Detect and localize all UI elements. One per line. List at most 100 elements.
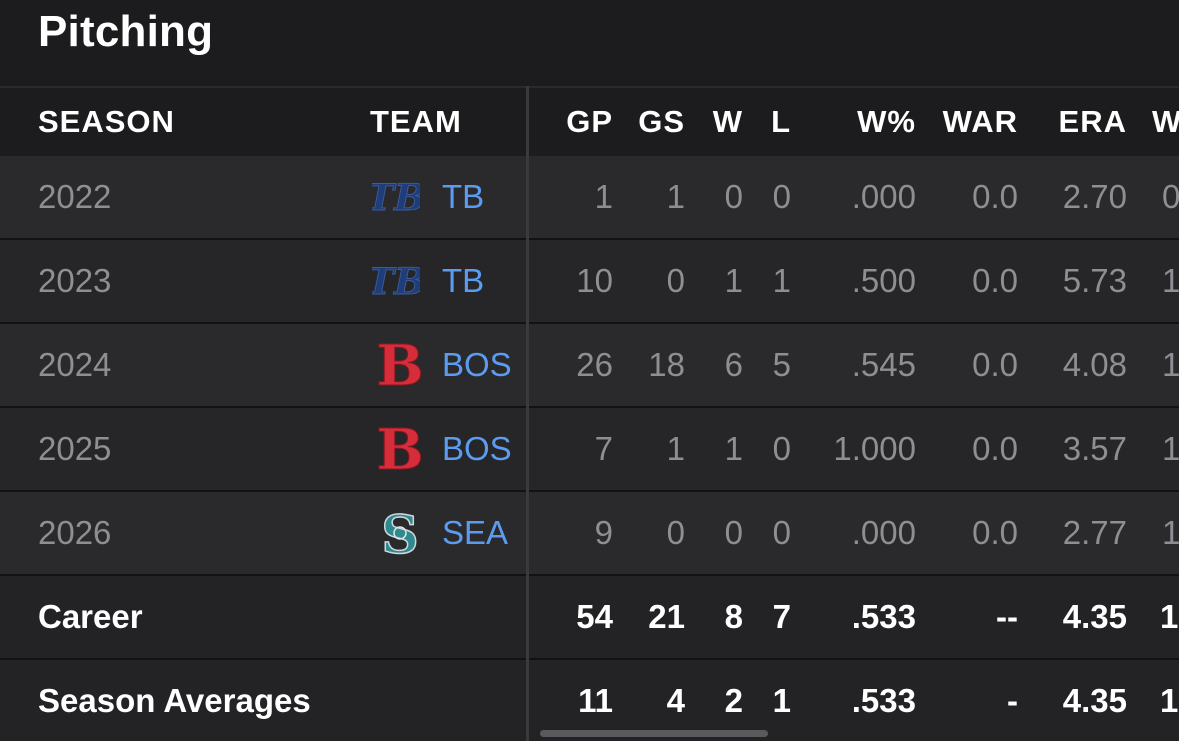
col-header-l[interactable]: L — [771, 104, 791, 139]
team-link[interactable]: SEA — [442, 514, 509, 551]
w-cell: 6 — [724, 346, 743, 383]
career-row: Career 54 21 8 7 .533 -- 4.35 1 — [0, 576, 1179, 660]
w-cell: 2 — [724, 682, 743, 719]
l-cell: 1 — [772, 262, 791, 299]
wpct-cell: .500 — [851, 262, 916, 299]
gp-cell: 1 — [594, 178, 613, 215]
svg-text:S: S — [381, 505, 419, 563]
era-cell: 3.57 — [1062, 430, 1127, 467]
season-cell: 2023 — [38, 262, 112, 299]
team-link[interactable]: BOS — [442, 430, 512, 467]
wpct-cell: .533 — [851, 598, 916, 635]
col-header-war[interactable]: WAR — [942, 104, 1018, 139]
team-link[interactable]: TB — [442, 262, 485, 299]
svg-text:TB: TB — [372, 175, 420, 219]
team-link[interactable]: BOS — [442, 346, 512, 383]
col-header-gs[interactable]: GS — [638, 104, 685, 139]
war-cell: - — [1007, 682, 1018, 719]
season-cell: 2022 — [38, 178, 112, 215]
rays-logo-icon: TB — [372, 169, 420, 225]
table-row: 2024 B BOS 26 18 6 5 .545 0.0 4.08 1 — [0, 324, 1179, 408]
w-cell: 1 — [724, 430, 743, 467]
w-cell: 1 — [724, 262, 743, 299]
war-cell: 0.0 — [972, 346, 1018, 383]
gs-cell: 18 — [648, 346, 685, 383]
table-row: 2026 S SEA 9 0 0 0 .000 0.0 2.77 1 — [0, 492, 1179, 576]
team-link[interactable]: TB — [442, 178, 485, 215]
era-cell: 4.35 — [1062, 598, 1127, 635]
horizontal-scrollbar[interactable] — [540, 730, 768, 737]
gs-cell: 21 — [648, 598, 685, 635]
next-cell: 1 — [1162, 262, 1179, 299]
next-cell: 1 — [1160, 682, 1179, 719]
season-cell: 2024 — [38, 346, 112, 383]
col-header-season[interactable]: SEASON — [38, 104, 175, 139]
l-cell: 5 — [772, 346, 791, 383]
summary-label: Season Averages — [38, 682, 311, 719]
table-row: 2022 TB TB 1 1 0 0 .000 0.0 2.70 0 — [0, 156, 1179, 240]
col-header-era[interactable]: ERA — [1058, 104, 1127, 139]
gp-cell: 10 — [576, 262, 613, 299]
war-cell: 0.0 — [972, 178, 1018, 215]
season-cell: 2026 — [38, 514, 112, 551]
gs-cell: 0 — [666, 262, 685, 299]
frozen-column-divider — [526, 86, 529, 741]
svg-text:B: B — [376, 419, 423, 479]
wpct-cell: .533 — [851, 682, 916, 719]
l-cell: 0 — [772, 178, 791, 215]
gp-cell: 26 — [576, 346, 613, 383]
w-cell: 0 — [724, 514, 743, 551]
mariners-logo-icon: S — [376, 504, 424, 563]
season-averages-row: Season Averages 11 4 2 1 .533 - 4.35 1 — [0, 660, 1179, 741]
gs-cell: 1 — [666, 430, 685, 467]
era-cell: 5.73 — [1062, 262, 1127, 299]
gp-cell: 54 — [576, 598, 613, 635]
wpct-cell: .000 — [851, 514, 916, 551]
rays-logo-icon: TB — [372, 253, 420, 309]
red-sox-logo-icon: B — [376, 335, 424, 395]
w-cell: 0 — [724, 178, 743, 215]
war-cell: 0.0 — [972, 430, 1018, 467]
next-cell: 1 — [1162, 346, 1179, 383]
w-cell: 8 — [724, 598, 743, 635]
table-row: 2023 TB TB 10 0 1 1 .500 0.0 5.73 1 — [0, 240, 1179, 324]
col-header-w[interactable]: W — [712, 104, 743, 139]
era-cell: 4.08 — [1062, 346, 1127, 383]
l-cell: 7 — [772, 598, 791, 635]
table-header-row: SEASON TEAM GP GS W L W% WAR ERA W — [0, 86, 1179, 158]
era-cell: 4.35 — [1062, 682, 1127, 719]
next-cell: 1 — [1160, 598, 1179, 635]
col-header-team[interactable]: TEAM — [370, 104, 462, 139]
svg-text:B: B — [376, 335, 423, 395]
gs-cell: 0 — [666, 514, 685, 551]
pitching-stats-table: SEASON TEAM GP GS W L W% WAR ERA W 2022 … — [0, 86, 1179, 741]
l-cell: 0 — [772, 514, 791, 551]
gs-cell: 1 — [666, 178, 685, 215]
l-cell: 1 — [772, 682, 791, 719]
l-cell: 0 — [772, 430, 791, 467]
gs-cell: 4 — [666, 682, 685, 719]
summary-label: Career — [38, 598, 143, 635]
era-cell: 2.77 — [1062, 514, 1127, 551]
col-header-wpct[interactable]: W% — [857, 104, 916, 139]
gp-cell: 11 — [578, 682, 613, 719]
season-cell: 2025 — [38, 430, 112, 467]
wpct-cell: .545 — [851, 346, 916, 383]
page-title: Pitching — [38, 7, 214, 56]
next-cell: 0 — [1162, 178, 1179, 215]
svg-text:TB: TB — [372, 259, 420, 303]
gp-cell: 9 — [594, 514, 613, 551]
col-header-next[interactable]: W — [1152, 104, 1179, 139]
era-cell: 2.70 — [1062, 178, 1127, 215]
war-cell: -- — [996, 598, 1018, 635]
war-cell: 0.0 — [972, 514, 1018, 551]
next-cell: 1 — [1162, 514, 1179, 551]
col-header-gp[interactable]: GP — [566, 104, 613, 139]
wpct-cell: .000 — [851, 178, 916, 215]
wpct-cell: 1.000 — [833, 430, 916, 467]
table-row: 2025 B BOS 7 1 1 0 1.000 0.0 3.57 1 — [0, 408, 1179, 492]
next-cell: 1 — [1162, 430, 1179, 467]
red-sox-logo-icon: B — [376, 419, 424, 479]
war-cell: 0.0 — [972, 262, 1018, 299]
gp-cell: 7 — [594, 430, 613, 467]
